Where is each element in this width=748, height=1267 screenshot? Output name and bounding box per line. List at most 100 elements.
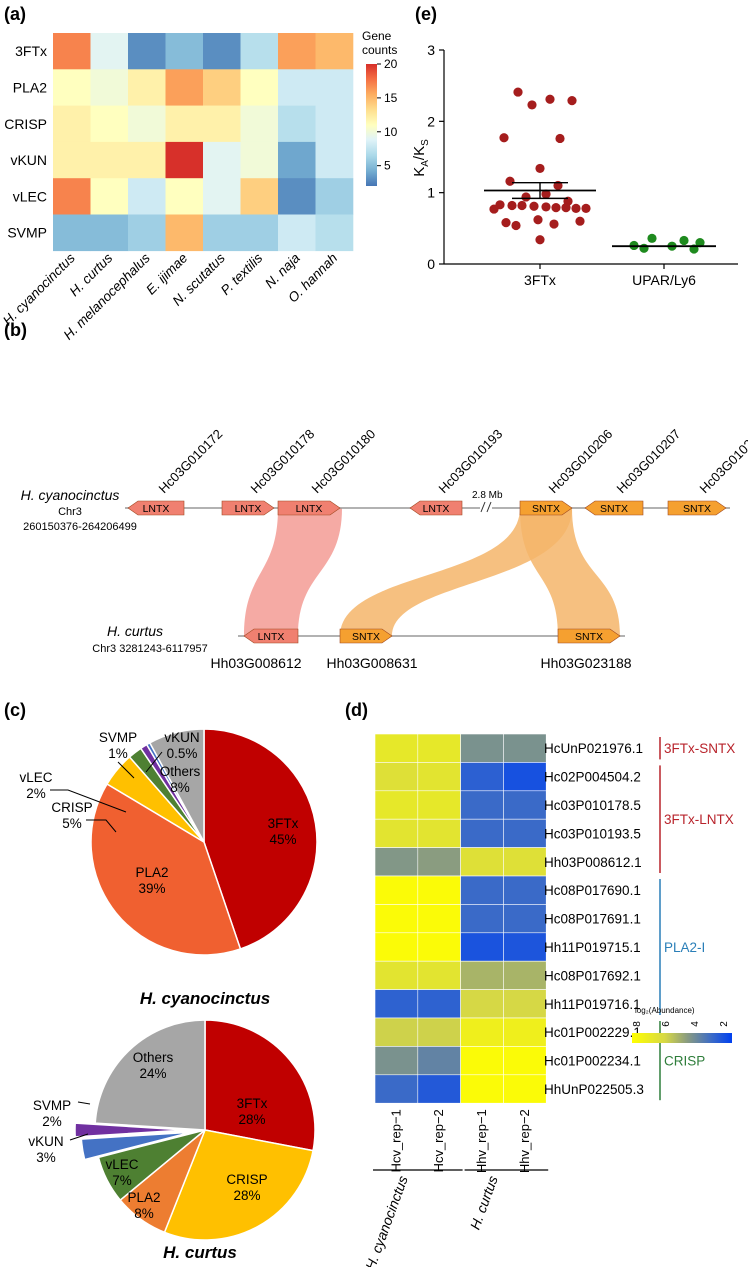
colorbar-tick-label: 15 bbox=[384, 91, 398, 105]
heatmap-cell bbox=[315, 141, 354, 179]
scatter-point bbox=[507, 200, 517, 211]
gene-arrow bbox=[519, 500, 573, 516]
gene-type-label: SNTX bbox=[575, 631, 603, 643]
heatmap-cell bbox=[374, 1017, 419, 1047]
heatmap-row-label: HhUnP022505.3 bbox=[544, 1082, 644, 1097]
pie-label-value: 24% bbox=[139, 1066, 166, 1081]
pie-slice bbox=[148, 728, 205, 843]
scatter-point bbox=[529, 201, 539, 211]
heatmap-cell bbox=[460, 847, 504, 877]
heatmap-cell bbox=[417, 1017, 461, 1047]
heatmap-cell bbox=[315, 105, 354, 143]
panel-e-axes: 0 1 2 3 3FTx UPAR/Ly6 bbox=[427, 42, 738, 288]
pie-label-name: 3FTx bbox=[237, 1096, 268, 1111]
heatmap-cell bbox=[278, 178, 316, 215]
y-tick-label: 1 bbox=[427, 185, 435, 201]
y-tick-label: 0 bbox=[427, 256, 435, 272]
scatter-point bbox=[541, 189, 551, 199]
scatter-point bbox=[501, 218, 511, 228]
upper-coordinates: 260150376-264206499 bbox=[23, 521, 137, 533]
pie-label-value: 8% bbox=[134, 1206, 154, 1221]
legend-tick-label: 6 bbox=[661, 1021, 672, 1027]
heatmap-cell bbox=[374, 875, 419, 905]
heatmap-cell bbox=[315, 69, 354, 106]
heatmap-row-label: Hh11P019715.1 bbox=[544, 940, 641, 955]
heatmap-cell bbox=[240, 33, 279, 70]
heatmap-cell bbox=[315, 178, 354, 215]
colorbar-tick-label: 20 bbox=[384, 57, 398, 71]
pie-label-value: 28% bbox=[238, 1112, 265, 1127]
heatmap-cell bbox=[417, 847, 461, 877]
heatmap-cell bbox=[278, 141, 316, 179]
panel-d-row-labels: HcUnP021976.1 Hc02P004504.2 Hc03P010178.5 H… bbox=[544, 741, 644, 1097]
gene-id-label: Hc03G010172 bbox=[156, 426, 226, 496]
heatmap-cell bbox=[417, 989, 461, 1019]
group-label: 3FTx-LNTX bbox=[664, 812, 734, 827]
heatmap-cell bbox=[460, 960, 504, 990]
pie-label-name: vLEC bbox=[105, 1157, 138, 1172]
gene-type-label: SNTX bbox=[683, 503, 711, 515]
heatmap-cell bbox=[165, 178, 204, 215]
heatmap-cell bbox=[278, 33, 316, 70]
scatter-point bbox=[541, 202, 551, 212]
heatmap-row-label: HcUnP021976.1 bbox=[544, 741, 643, 756]
scatter-point bbox=[567, 96, 577, 106]
lower-species-name: H. curtus bbox=[107, 623, 163, 639]
pie-label-value: 0.5% bbox=[167, 746, 198, 761]
scatter-point bbox=[581, 203, 591, 213]
panel-d-heatmap: (d) HcUnP021976.1 Hc02P004504.2 Hc03P01017… bbox=[345, 700, 735, 1267]
heatmap-cell bbox=[417, 875, 461, 905]
scatter-point bbox=[549, 219, 559, 229]
heatmap-cell bbox=[90, 141, 129, 179]
scatter-point bbox=[535, 163, 545, 174]
panel-a-label: (a) bbox=[4, 4, 26, 24]
heatmap-row-label: Hc01P002229.1 bbox=[544, 1025, 641, 1040]
heatmap-cell bbox=[460, 790, 504, 820]
gene-type-label: LNTX bbox=[235, 503, 262, 515]
break-mark-1 bbox=[480, 501, 486, 513]
gene-arrow bbox=[339, 628, 393, 644]
column-label: Hhv_rep−2 bbox=[517, 1109, 532, 1173]
heatmap-cell bbox=[315, 214, 354, 252]
upper-species-name: H. cyanocinctus bbox=[21, 487, 120, 503]
panel-e-points bbox=[484, 87, 716, 254]
pie-label-value: 1% bbox=[108, 746, 128, 761]
heatmap-cell bbox=[417, 818, 461, 848]
gene-id-label: Hc03G010206 bbox=[546, 426, 616, 496]
gap-label: 2.8 Mb bbox=[472, 490, 503, 501]
group-label: CRISP bbox=[664, 1054, 705, 1069]
heatmap-cell bbox=[417, 1046, 461, 1076]
panel-a-cells bbox=[53, 33, 354, 252]
heatmap-cell bbox=[90, 69, 129, 106]
panel-b-synteny-bands bbox=[244, 508, 620, 636]
heatmap-row-label: Hc03P010178.5 bbox=[544, 798, 641, 813]
heatmap-cell bbox=[460, 1074, 504, 1104]
heatmap-cell bbox=[417, 790, 461, 820]
heatmap-cell bbox=[128, 105, 166, 143]
heatmap-cell bbox=[53, 178, 91, 215]
group-label: 3FTx-SNTX bbox=[664, 741, 735, 756]
scatter-point bbox=[679, 235, 689, 246]
heatmap-cell bbox=[165, 33, 204, 70]
heatmap-cell bbox=[374, 960, 419, 990]
panel-e-ylabel: KA/KS bbox=[411, 139, 431, 177]
pie-slice bbox=[94, 1019, 206, 1131]
gene-arrow bbox=[277, 500, 341, 516]
heatmap-cell bbox=[374, 818, 419, 848]
heatmap-cell bbox=[128, 141, 166, 179]
gene-type-label: LNTX bbox=[258, 631, 285, 643]
gene-arrow bbox=[243, 628, 299, 644]
heatmap-cell bbox=[165, 214, 204, 252]
heatmap-cell bbox=[90, 214, 129, 252]
column-label: Hcv_rep−2 bbox=[431, 1109, 446, 1172]
group-label: PLA2-I bbox=[664, 940, 705, 955]
legend-tick-label: 2 bbox=[719, 1021, 730, 1027]
panel-d-groups: 3FTx-SNTX 3FTx-LNTX PLA2-I CRISP bbox=[659, 737, 735, 1101]
heatmap-cell bbox=[460, 989, 504, 1019]
heatmap-cell bbox=[417, 762, 461, 792]
heatmap-cell bbox=[503, 790, 547, 820]
heatmap-cell bbox=[503, 847, 547, 877]
column-label: Hhv_rep−1 bbox=[474, 1109, 489, 1173]
